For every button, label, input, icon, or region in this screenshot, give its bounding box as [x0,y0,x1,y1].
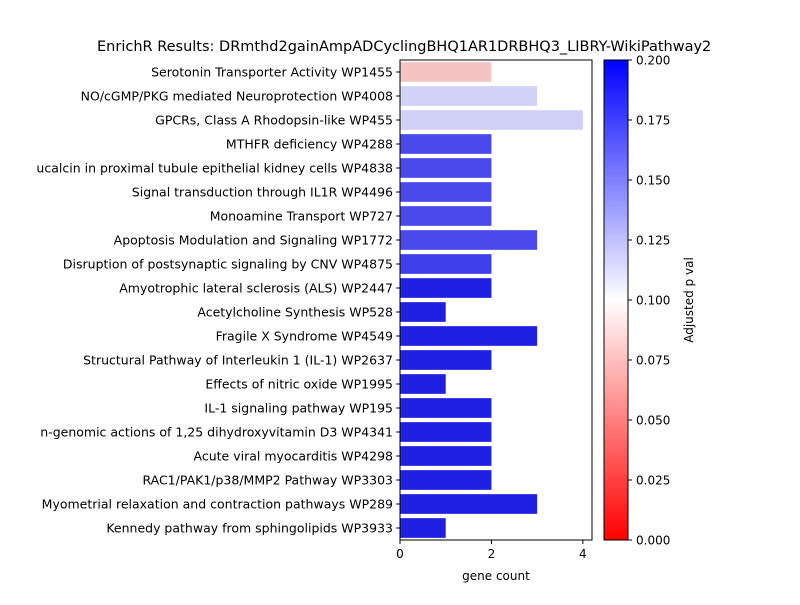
category-label: ucalcin in proximal tubule epithelial ki… [36,161,393,176]
x-axis: 0 2 4 [396,540,587,561]
category-label: RAC1/PAK1/p38/MMP2 Pathway WP3303 [142,473,393,488]
category-label: Amyotrophic lateral sclerosis (ALS) WP24… [119,281,393,296]
plot-frame [399,59,593,541]
x-tick-label: 2 [488,547,496,561]
bar [400,158,492,178]
bar [400,398,492,418]
colorbar-tick-label: 0.025 [636,474,670,488]
bar [400,230,538,250]
colorbar-tick-label: 0.075 [636,354,670,368]
category-label: Acute viral myocarditis WP4298 [194,449,394,464]
bar [400,470,492,490]
category-label: Signal transduction through IL1R WP4496 [132,185,393,200]
category-label: NO/cGMP/PKG mediated Neuroprotection WP4… [81,89,393,104]
bar [400,86,538,106]
x-axis-label: gene count [462,569,530,583]
category-labels: Serotonin Transporter Activity WP1455 NO/… [36,65,400,536]
category-label: Kennedy pathway from sphingolipids WP393… [106,521,393,536]
bar [400,374,446,394]
category-label: Effects of nitric oxide WP1995 [205,377,393,392]
colorbar-tick-label: 0.100 [636,294,670,308]
bar [400,350,492,370]
category-label: Structural Pathway of Interleukin 1 (IL-… [83,353,393,368]
colorbar-tick-label: 0.175 [636,114,670,128]
category-label: Serotonin Transporter Activity WP1455 [151,65,393,80]
bar [400,254,492,274]
bar [400,302,446,322]
colorbar-tick-label: 0.150 [636,174,670,188]
colorbar-tick-label: 0.125 [636,234,670,248]
bar [400,206,492,226]
colorbar: 0.000 0.025 0.050 0.075 0.100 0.125 0.150 0.175… [603,54,696,548]
bar [400,110,583,130]
category-label: Monoamine Transport WP727 [210,209,393,224]
category-label: IL-1 signaling pathway WP195 [204,401,393,416]
category-label: Apoptosis Modulation and Signaling WP177… [114,233,393,248]
category-label: GPCRs, Class A Rhodopsin-like WP455 [155,113,393,128]
bar [400,278,492,298]
category-label: MTHFR deficiency WP4288 [226,137,393,152]
bar [400,326,538,346]
chart-title: EnrichR Results: DRmthd2gainAmpADCycling… [97,39,711,55]
colorbar-label: Adjusted p val [682,257,696,343]
bar [400,134,492,154]
bar [400,518,446,538]
colorbar-ticks: 0.000 0.025 0.050 0.075 0.100 0.125 0.150 0.175… [628,54,670,548]
bar [400,446,492,466]
bar [400,422,492,442]
category-label: Acetylcholine Synthesis WP528 [197,305,393,320]
bar [400,494,538,514]
colorbar-tick-label: 0.050 [636,414,670,428]
bar [400,62,492,82]
category-label: Fragile X Syndrome WP4549 [216,329,393,344]
category-label: n-genomic actions of 1,25 dihydroxyvitam… [40,425,393,440]
bars [400,62,583,538]
category-label: Myometrial relaxation and contraction pa… [42,497,393,512]
colorbar-gradient [603,59,629,541]
x-tick-label: 0 [396,547,404,561]
category-label: Disruption of postsynaptic signaling by … [63,257,393,272]
colorbar-tick-label: 0.000 [636,534,670,548]
x-tick-label: 4 [579,547,587,561]
bar [400,182,492,202]
colorbar-tick-label: 0.200 [636,54,670,68]
